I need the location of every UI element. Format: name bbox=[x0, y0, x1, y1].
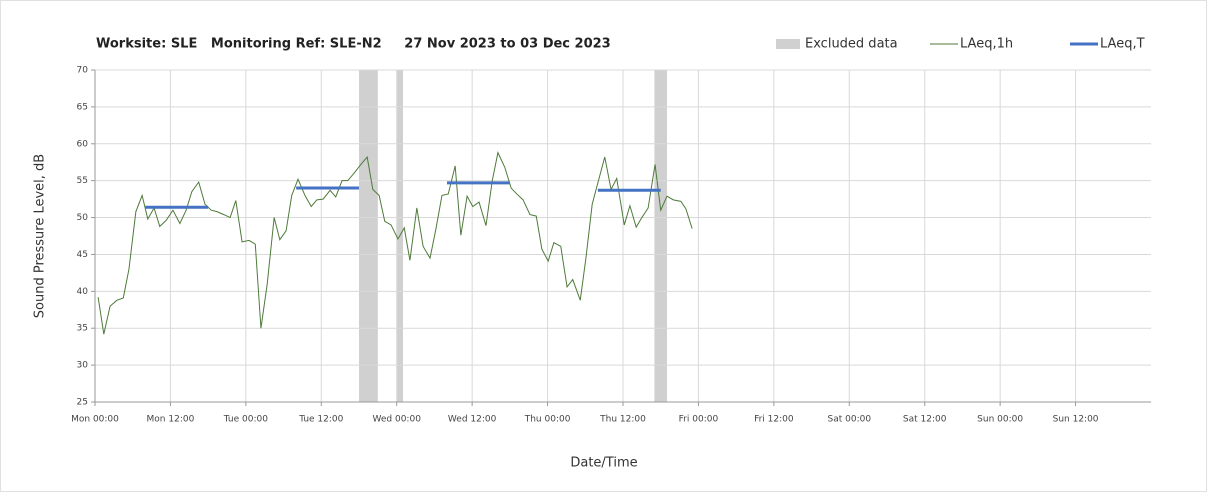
x-tick-label: Thu 00:00 bbox=[524, 415, 571, 425]
x-tick-label: Sun 12:00 bbox=[1053, 415, 1099, 425]
y-tick-label: 30 bbox=[77, 361, 89, 371]
y-tick-label: 70 bbox=[77, 66, 89, 76]
y-tick-label: 60 bbox=[77, 139, 89, 149]
y-tick-label: 45 bbox=[77, 250, 88, 260]
y-tick-label: 40 bbox=[77, 287, 89, 297]
x-tick-label: Mon 00:00 bbox=[71, 415, 119, 425]
x-tick-label: Wed 00:00 bbox=[373, 415, 422, 425]
x-tick-label: Fri 00:00 bbox=[679, 415, 719, 425]
x-tick-label: Tue 12:00 bbox=[298, 415, 343, 425]
x-tick-label: Thu 12:00 bbox=[599, 415, 646, 425]
x-tick-label: Wed 12:00 bbox=[448, 415, 497, 425]
x-tick-label: Tue 00:00 bbox=[223, 415, 268, 425]
x-tick-label: Sat 12:00 bbox=[903, 415, 947, 425]
x-tick-label: Fri 12:00 bbox=[754, 415, 794, 425]
legend-label: Excluded data bbox=[805, 37, 898, 52]
x-tick-label: Mon 12:00 bbox=[147, 415, 195, 425]
x-tick-label: Sun 00:00 bbox=[977, 415, 1023, 425]
y-tick-label: 55 bbox=[77, 176, 88, 186]
data-line bbox=[97, 151, 693, 335]
x-tick-label: Sat 00:00 bbox=[828, 415, 872, 425]
y-tick-label: 50 bbox=[77, 213, 89, 223]
legend-label: LAeq,T bbox=[1100, 37, 1145, 52]
legend-swatch bbox=[776, 39, 800, 49]
excluded-band bbox=[654, 70, 667, 402]
legend-label: LAeq,1h bbox=[960, 37, 1013, 52]
y-tick-label: 35 bbox=[77, 324, 88, 334]
x-axis-label: Date/Time bbox=[570, 456, 637, 471]
y-axis-label: Sound Pressure Level, dB bbox=[33, 154, 48, 318]
chart-title: Worksite: SLE Monitoring Ref: SLE-N2 27 … bbox=[96, 37, 611, 52]
excluded-band bbox=[359, 70, 378, 402]
y-tick-label: 25 bbox=[77, 398, 88, 408]
y-tick-label: 65 bbox=[77, 102, 88, 112]
